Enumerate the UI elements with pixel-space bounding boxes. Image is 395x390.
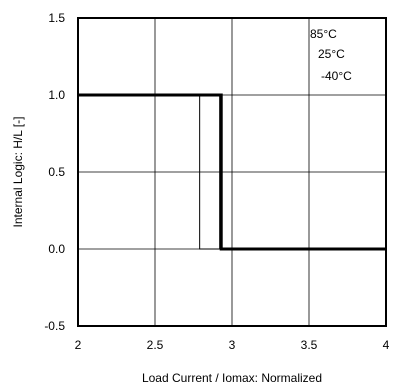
legend-item-minus40c: -40°C — [321, 69, 352, 83]
series-line--40c — [78, 93, 386, 251]
x-tick-labels: 2 2.5 3 3.5 4 — [75, 338, 390, 352]
y-tick-label: 0.0 — [48, 242, 65, 256]
y-tick-label: 1.5 — [48, 11, 65, 25]
y-axis-label: Internal Logic: H/L [-] — [11, 117, 25, 228]
x-axis-label: Load Current / Iomax: Normalized — [142, 371, 322, 385]
y-tick-label: -0.5 — [44, 319, 65, 333]
y-tick-labels: 1.5 1.0 0.5 0.0 -0.5 — [44, 11, 65, 333]
legend: 85°C 25°C -40°C — [310, 27, 352, 83]
x-tick-label: 4 — [383, 338, 390, 352]
x-tick-label: 3.5 — [301, 338, 318, 352]
y-tick-label: 0.5 — [48, 165, 65, 179]
plot-frame — [77, 17, 387, 327]
x-tick-label: 2 — [75, 338, 82, 352]
series-group — [78, 93, 386, 251]
legend-item-85c: 85°C — [310, 27, 337, 41]
y-tick-label: 1.0 — [48, 88, 65, 102]
legend-item-25c: 25°C — [318, 47, 345, 61]
x-tick-label: 3 — [229, 338, 236, 352]
x-tick-label: 2.5 — [147, 338, 164, 352]
